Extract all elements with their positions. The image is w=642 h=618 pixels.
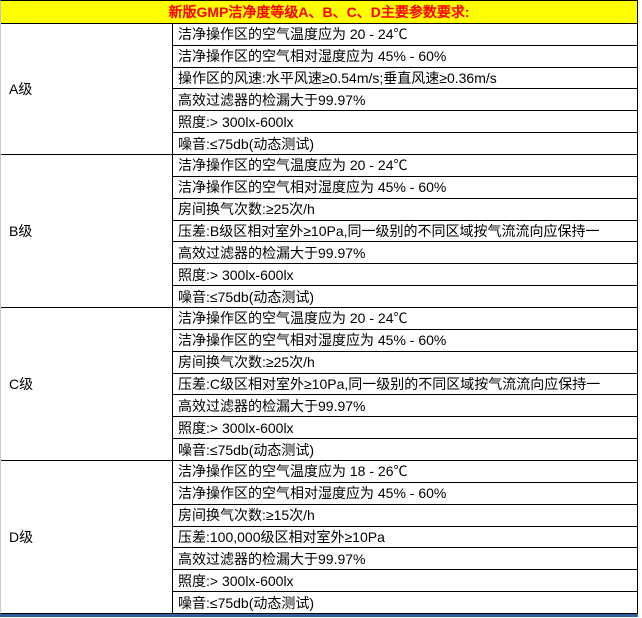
table-row: 洁净操作区的空气温度应为 18 - 26℃ [173,461,637,483]
table-row: 高效过滤器的检漏大于99.97% [173,89,637,112]
table-row: 压差:100,000级区相对室外≥10Pa [173,527,637,549]
table-row: 压差:B级区相对室外≥10Pa,同一级别的不同区域按气流流向应保持一 [173,221,637,243]
grade-d-label: D级 [1,461,173,613]
table-row: 照度:> 300lx-600lx [173,111,637,134]
table-title: 新版GMP洁净度等级A、B、C、D主要参数要求: [168,4,470,20]
table-row: 噪音:≤75db(动态测试) [178,135,315,152]
table-row: 照度:> 300lx-600lx [173,417,637,440]
grade-c-rows: 洁净操作区的空气温度应为 20 - 24℃ 洁净操作区的空气相对湿度应为 45%… [173,308,637,460]
table-row: 高效过滤器的检漏大于99.97% [173,548,637,571]
table-row: 压差:C级区相对室外≥10Pa,同一级别的不同区域按气流流向应保持一 [173,374,637,396]
table-row: 洁净操作区的空气温度应为 20 - 24℃ [173,308,637,330]
grade-c-label: C级 [1,308,173,460]
grade-c-section: C级 洁净操作区的空气温度应为 20 - 24℃ 洁净操作区的空气相对湿度应为 … [1,308,637,461]
table-row: 噪音:≤75db(动态测试) [178,441,315,458]
table-row: 洁净操作区的空气相对湿度应为 45% - 60% [173,483,637,505]
grade-a-label: A级 [1,24,173,154]
table-row: 高效过滤器的检漏大于99.97% [173,395,637,418]
grade-b-label: B级 [1,155,173,307]
table-row: 房间换气次数:≥15次/h [173,505,637,527]
bottom-accent-line [0,614,638,617]
table-row: 洁净操作区的空气相对湿度应为 45% - 60% [173,330,637,352]
table-row: 照度:> 300lx-600lx [173,570,637,593]
table-row: 高效过滤器的检漏大于99.97% [173,242,637,265]
grade-a-rows: 洁净操作区的空气温度应为 20 - 24℃ 洁净操作区的空气相对湿度应为 45%… [173,24,637,154]
table-title-bar: 新版GMP洁净度等级A、B、C、D主要参数要求: [1,1,637,24]
table-row: 噪音:≤75db(动态测试) [178,288,315,305]
table-row: 噪音:≤75db(动态测试) [178,594,315,611]
table-row: 照度:> 300lx-600lx [173,264,637,287]
table-row: 洁净操作区的空气温度应为 20 - 24℃ [173,24,637,46]
table-row: 房间换气次数:≥25次/h [173,352,637,374]
table-row: 洁净操作区的空气相对湿度应为 45% - 60% [173,177,637,199]
table-row: 房间换气次数:≥25次/h [173,199,637,221]
grade-a-section: A级 洁净操作区的空气温度应为 20 - 24℃ 洁净操作区的空气相对湿度应为 … [1,24,637,155]
table-row: 操作区的风速:水平风速≥0.54m/s;垂直风速≥0.36m/s [173,68,637,90]
grade-b-rows: 洁净操作区的空气温度应为 20 - 24℃ 洁净操作区的空气相对湿度应为 45%… [173,155,637,307]
grade-b-section: B级 洁净操作区的空气温度应为 20 - 24℃ 洁净操作区的空气相对湿度应为 … [1,155,637,308]
grade-d-section: D级 洁净操作区的空气温度应为 18 - 26℃ 洁净操作区的空气相对湿度应为 … [1,461,637,613]
grade-d-rows: 洁净操作区的空气温度应为 18 - 26℃ 洁净操作区的空气相对湿度应为 45%… [173,461,637,613]
table-row: 洁净操作区的空气温度应为 20 - 24℃ [173,155,637,177]
table-row: 洁净操作区的空气相对湿度应为 45% - 60% [173,46,637,68]
